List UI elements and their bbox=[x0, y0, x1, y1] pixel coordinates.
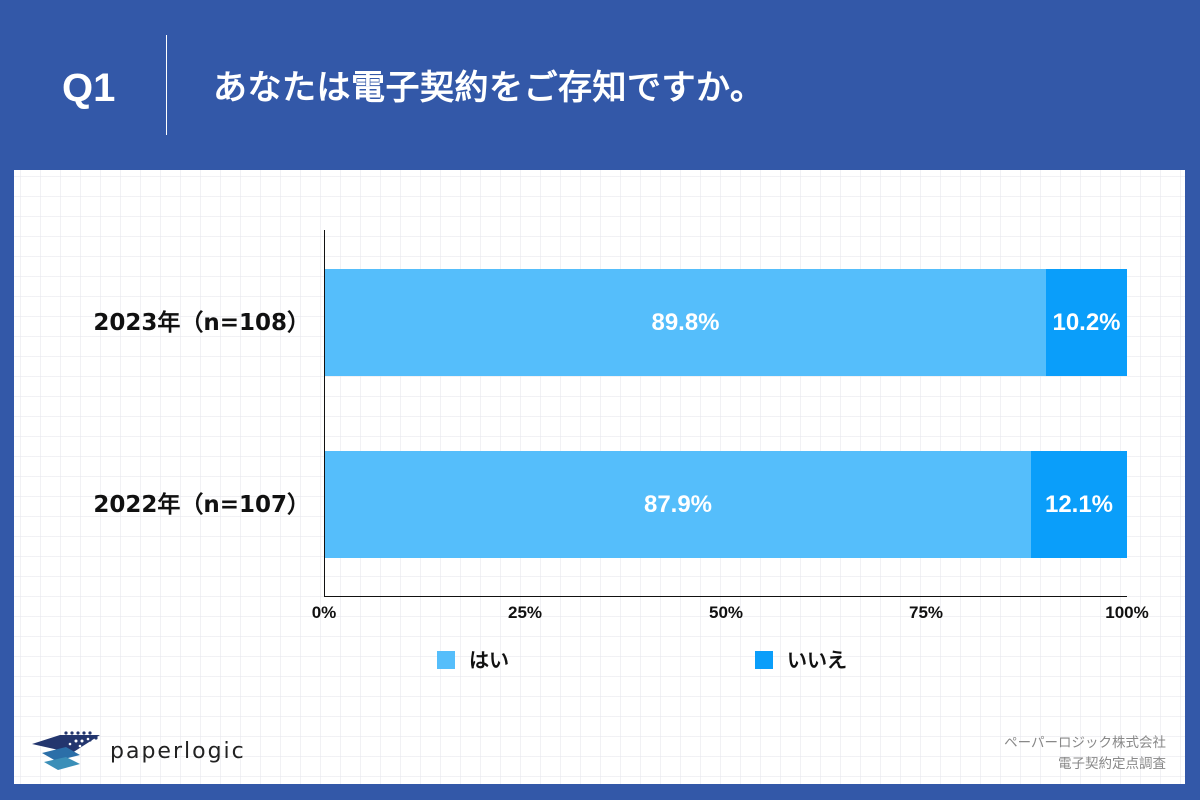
bar-row-2023: 89.8% 10.2% bbox=[325, 269, 1127, 376]
x-tick-50: 50% bbox=[708, 603, 744, 622]
data-label-yes: 89.8% bbox=[651, 308, 720, 336]
question-title: あなたは電子契約をご存知ですか。 bbox=[213, 68, 765, 108]
bar-segment-yes: 87.9% bbox=[325, 451, 1031, 558]
legend-swatch-no bbox=[755, 651, 773, 669]
x-axis-line bbox=[324, 596, 1127, 597]
bar-segment-no: 12.1% bbox=[1031, 451, 1127, 558]
paperlogic-logo: paperlogic bbox=[30, 731, 246, 771]
data-label-no: 12.1% bbox=[1044, 490, 1114, 518]
paperlogic-logo-icon bbox=[32, 731, 100, 770]
bar-segment-no: 10.2% bbox=[1046, 269, 1127, 376]
row-label-2023: 2023年（n=108） bbox=[93, 310, 310, 336]
question-number: Q1 bbox=[62, 66, 116, 110]
y-axis-line bbox=[324, 230, 325, 597]
legend-label-no: いいえ bbox=[787, 648, 847, 672]
x-tick-25: 25% bbox=[507, 603, 543, 622]
credit-company: ペーパーロジック株式会社 bbox=[1004, 735, 1166, 751]
logo-text: paperlogic bbox=[110, 738, 246, 764]
legend-label-yes: はい bbox=[469, 648, 509, 672]
row-label-2022: 2022年（n=107） bbox=[93, 492, 310, 518]
source-credit: ペーパーロジック株式会社 電子契約定点調査 bbox=[1004, 733, 1166, 775]
legend-item-yes: はい bbox=[437, 648, 509, 672]
data-label-no: 10.2% bbox=[1052, 308, 1121, 336]
x-tick-75: 75% bbox=[908, 603, 944, 622]
x-tick-0: 0% bbox=[311, 603, 337, 622]
x-tick-100: 100% bbox=[1105, 603, 1149, 622]
credit-survey: 電子契約定点調査 bbox=[1058, 756, 1166, 772]
bar-segment-yes: 89.8% bbox=[325, 269, 1046, 376]
legend-item-no: いいえ bbox=[755, 648, 847, 672]
legend-swatch-yes bbox=[437, 651, 455, 669]
data-label-yes: 87.9% bbox=[643, 490, 713, 518]
header-divider bbox=[166, 35, 167, 135]
bar-row-2022: 87.9% 12.1% bbox=[325, 451, 1127, 558]
